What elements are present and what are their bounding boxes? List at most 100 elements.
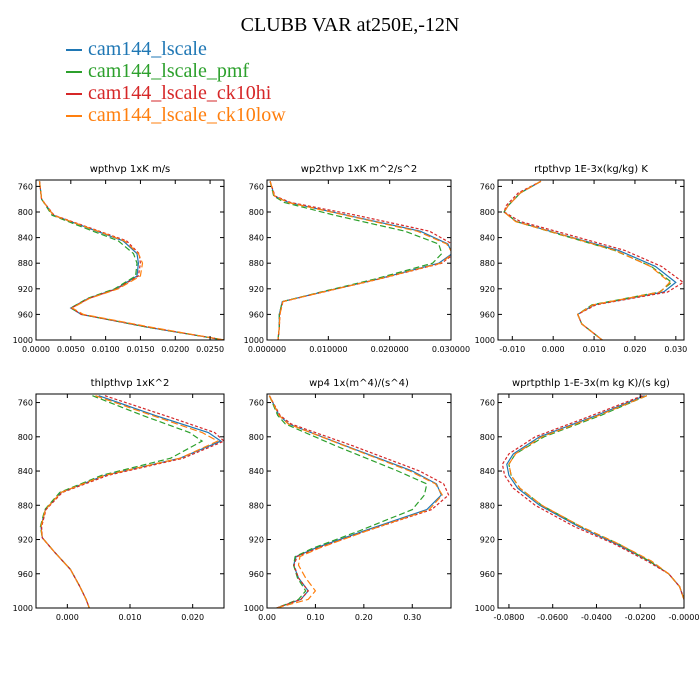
y-tick-label: 920 — [249, 536, 264, 545]
series-line — [269, 181, 443, 340]
series-line — [508, 395, 684, 600]
y-tick-label: 840 — [18, 467, 33, 476]
y-tick-label: 1000 — [475, 604, 495, 613]
y-tick-label: 920 — [18, 536, 33, 545]
series-line — [38, 181, 224, 340]
series-line — [268, 395, 428, 608]
x-tick-label: 0.020000 — [371, 345, 409, 354]
y-tick-label: 960 — [480, 570, 495, 579]
plot-frame — [35, 179, 225, 341]
x-tick-label: 0.020 — [623, 345, 646, 354]
chart-panel: wp2thvp 1xK m^2/s^2 760 800 840 880 920 960 100… — [244, 164, 470, 354]
legend-label: cam144_lscale_ck10hi — [88, 82, 272, 104]
y-tick-label: 920 — [480, 285, 495, 294]
y-tick-label: 1000 — [475, 336, 495, 345]
panel-title: wpthvp 1xK m/s — [90, 164, 171, 175]
legend-swatch — [66, 49, 82, 52]
y-tick-label: 760 — [249, 182, 264, 191]
y-tick-label: 840 — [249, 234, 264, 243]
y-tick-label: 840 — [480, 234, 495, 243]
y-tick-label: 760 — [18, 399, 33, 408]
y-tick-label: 880 — [249, 259, 264, 268]
x-tick-label: 0.0150 — [126, 345, 154, 354]
x-tick-label: -0.0200 — [625, 613, 656, 622]
series-line — [503, 180, 671, 340]
series-line — [39, 395, 204, 608]
y-tick-label: 960 — [249, 310, 264, 319]
y-tick-label: 840 — [480, 467, 495, 476]
y-tick-label: 920 — [18, 285, 33, 294]
legend-item: cam144_lscale — [66, 38, 286, 60]
y-tick-label: 1000 — [244, 604, 264, 613]
y-tick-label: 760 — [480, 182, 495, 191]
y-tick-label: 960 — [18, 570, 33, 579]
y-tick-label: 960 — [18, 310, 33, 319]
y-tick-label: 800 — [249, 433, 264, 442]
y-tick-label: 760 — [480, 399, 495, 408]
x-tick-label: 0.030000 — [432, 345, 470, 354]
x-tick-label: -0.0600 — [537, 613, 568, 622]
panel-title: wprtpthlp 1-E-3x(m kg K)/(s kg) — [512, 378, 670, 389]
series-line — [38, 181, 224, 340]
y-tick-label: 880 — [18, 501, 33, 510]
legend-item: cam144_lscale_ck10hi — [66, 82, 286, 104]
legend-label: cam144_lscale_ck10low — [88, 104, 286, 126]
series-line — [508, 395, 684, 600]
series-line — [268, 395, 444, 608]
x-tick-label: 0.010 — [119, 613, 142, 622]
chart-panel: wp4 1x(m^4)/(s^4)76080084088092096010000… — [244, 378, 452, 622]
x-tick-label: -0.010 — [499, 345, 525, 354]
y-tick-label: 1000 — [13, 604, 33, 613]
panel-title: wp2thvp 1xK m^2/s^2 — [301, 164, 417, 175]
x-tick-label: 0.010000 — [309, 345, 347, 354]
legend-item: cam144_lscale_pmf — [66, 60, 286, 82]
figure-title: CLUBB VAR at250E,-12N — [240, 14, 460, 36]
x-tick-label: 0.0250 — [196, 345, 224, 354]
panel-title: wp4 1x(m^4)/(s^4) — [309, 378, 409, 389]
y-tick-label: 920 — [249, 285, 264, 294]
series-line — [503, 180, 677, 340]
x-tick-label: 0.010 — [583, 345, 606, 354]
series-line — [40, 395, 220, 608]
x-tick-label: 0.0100 — [92, 345, 120, 354]
y-tick-label: 920 — [480, 536, 495, 545]
series-line — [40, 395, 223, 608]
y-tick-label: 880 — [480, 501, 495, 510]
legend-item: cam144_lscale_ck10low — [66, 104, 286, 126]
legend-label: cam144_lscale — [88, 38, 207, 60]
y-tick-label: 840 — [18, 234, 33, 243]
y-tick-label: 840 — [249, 467, 264, 476]
legend-swatch — [66, 93, 82, 96]
y-tick-label: 800 — [480, 433, 495, 442]
x-tick-label: 0.0000 — [22, 345, 50, 354]
series-line — [506, 395, 684, 600]
x-tick-label: 0.000 — [542, 345, 565, 354]
x-tick-label: 0.10 — [307, 613, 325, 622]
y-tick-label: 800 — [480, 208, 495, 217]
plot-frame — [497, 393, 685, 609]
y-tick-label: 1000 — [244, 336, 264, 345]
x-tick-label: 0.000000 — [248, 345, 286, 354]
y-tick-label: 800 — [18, 433, 33, 442]
panel-title: rtpthvp 1E-3x(kg/kg) K — [534, 164, 648, 175]
series-line — [503, 180, 673, 340]
x-tick-label: -0.0800 — [493, 613, 524, 622]
x-tick-label: 0.30 — [403, 613, 421, 622]
y-tick-label: 880 — [480, 259, 495, 268]
chart-panel: rtpthvp 1E-3x(kg/kg) K 760 800 840 880 920 960… — [475, 164, 688, 354]
y-tick-label: 800 — [249, 208, 264, 217]
y-tick-label: 760 — [18, 182, 33, 191]
series-line — [38, 181, 224, 340]
x-tick-label: 0.0050 — [57, 345, 85, 354]
y-tick-label: 880 — [249, 501, 264, 510]
chart-panel: wpthvp 1xK m/s76080084088092096010000.00… — [13, 164, 225, 354]
x-tick-label: 0.030 — [664, 345, 687, 354]
y-tick-label: 960 — [480, 310, 495, 319]
chart-panel: thlpthvp 1xK^2 760 800 840 880 920 960 1000 0.00… — [13, 378, 225, 622]
plot-frame — [266, 179, 452, 341]
series-line — [269, 181, 451, 340]
y-tick-label: 880 — [18, 259, 33, 268]
plot-frame — [497, 179, 685, 341]
